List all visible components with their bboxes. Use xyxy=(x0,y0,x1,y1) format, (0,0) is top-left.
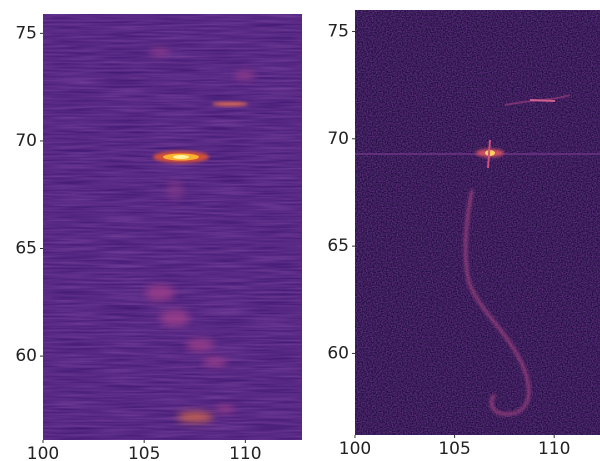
y-tick-label: 75 xyxy=(327,21,349,41)
y-tick-label: 60 xyxy=(15,346,37,366)
x-tick-label: 105 xyxy=(438,439,470,459)
left-image xyxy=(43,14,302,440)
x-tick-label: 100 xyxy=(339,439,371,459)
y-tick-label: 75 xyxy=(15,23,37,43)
x-tick-label: 110 xyxy=(229,444,261,461)
y-tick-label: 70 xyxy=(15,131,37,151)
x-tick-label: 105 xyxy=(128,444,160,461)
right-image xyxy=(355,10,600,435)
y-tick-label: 70 xyxy=(327,129,349,149)
y-tick-label: 60 xyxy=(327,343,349,363)
y-tick-label: 65 xyxy=(15,239,37,259)
y-tick-label: 65 xyxy=(327,236,349,256)
x-tick-label: 110 xyxy=(538,439,570,459)
x-tick-label: 100 xyxy=(27,444,59,461)
